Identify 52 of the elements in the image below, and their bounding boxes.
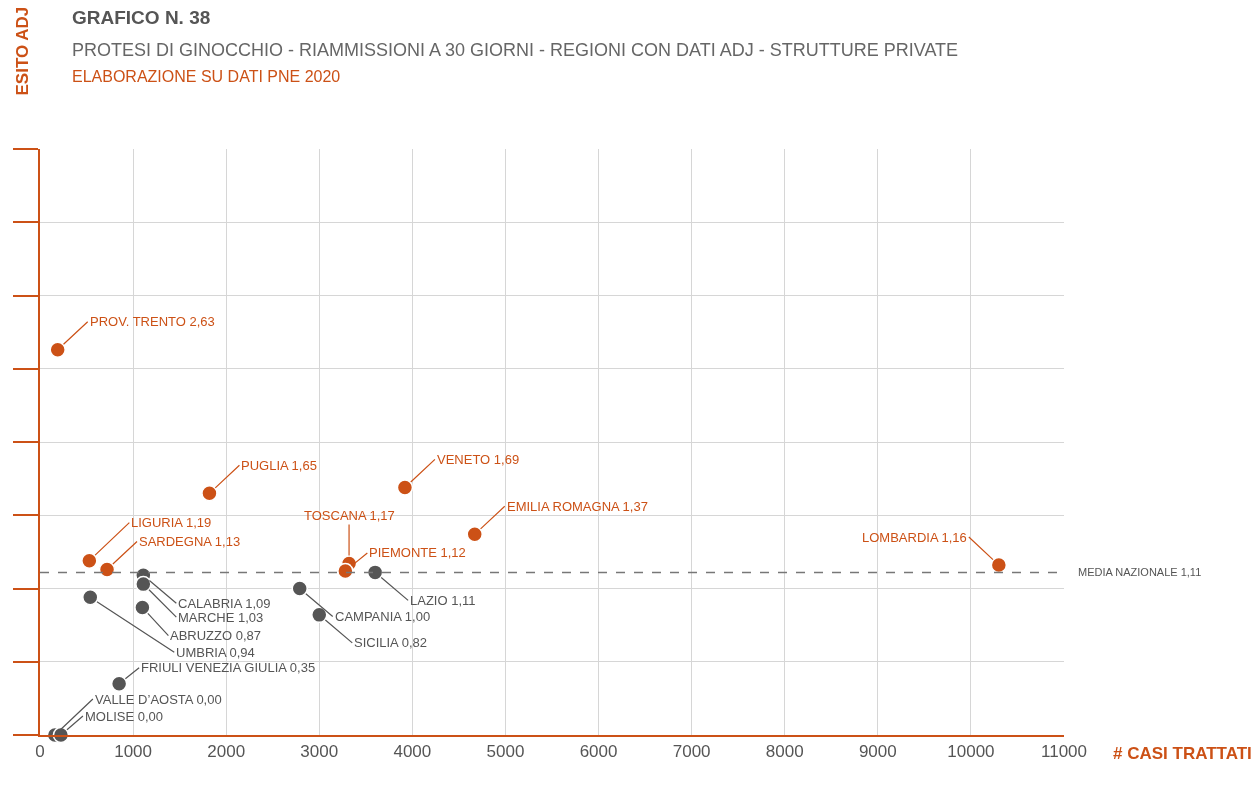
point: [311, 606, 328, 624]
data-label: LIGURIA 1,19: [131, 515, 212, 530]
data-label: LAZIO 1,11: [410, 593, 476, 608]
x-tick-label: 5000: [486, 742, 525, 762]
x-axis-title: # CASI TRATTATI: [1113, 744, 1252, 763]
data-label: UMBRIA 0,94: [176, 645, 255, 660]
x-tick-label: 8000: [765, 742, 804, 762]
data-label: MARCHE 1,03: [178, 610, 264, 625]
point: [49, 341, 66, 358]
point: [134, 599, 151, 616]
data-label: LOMBARDIA 1,16: [862, 530, 967, 545]
data-label: VENETO 1,69: [437, 452, 520, 467]
y-axis-title: ESITO ADJ: [12, 6, 32, 96]
point: [337, 562, 354, 580]
x-tick-label: 6000: [579, 742, 618, 762]
point: [82, 589, 99, 606]
data-label: FRIULI VENEZIA GIULIA 0,35: [141, 660, 316, 675]
point: [466, 526, 483, 543]
data-label: ABRUZZO 0,87: [170, 628, 262, 643]
point: [396, 479, 414, 496]
data-label: CAMPANIA 1,00: [335, 609, 431, 624]
data-label: SICILIA 0,82: [354, 635, 427, 650]
x-tick-label: 9000: [858, 742, 897, 762]
x-tick-label: 10000: [947, 742, 995, 762]
x-tick-label: 0: [35, 742, 45, 762]
data-label: PIEMONTE 1,12: [369, 545, 466, 560]
x-tick-label: 4000: [393, 742, 432, 762]
chart-subtitle: PROTESI DI GINOCCHIO - RIAMMISSIONI A 30 GIORNI - REGIONI CON DATI ADJ - STRUTTURE PRIVATE: [72, 40, 959, 60]
point: [135, 575, 152, 593]
point: [81, 552, 98, 569]
data-label: CALABRIA 1,09: [178, 596, 271, 611]
data-label: SARDEGNA 1,13: [139, 534, 241, 549]
chart-title: GRAFICO N. 38: [72, 7, 211, 28]
point: [110, 675, 128, 692]
point: [291, 580, 308, 597]
x-tick-label: 7000: [672, 742, 711, 762]
ref-line-label: MEDIA NAZIONALE 1,11: [1078, 566, 1202, 578]
point: [201, 485, 218, 502]
data-label: PUGLIA 1,65: [241, 458, 317, 473]
point: [366, 564, 384, 581]
x-tick-label: 1000: [114, 742, 152, 762]
data-label: MOLISE 0,00: [85, 709, 164, 724]
x-tick-label: 11000: [1040, 742, 1088, 762]
x-tick-label: 3000: [300, 742, 339, 762]
data-label: PROV. TRENTO 2,63: [90, 314, 215, 329]
text: ELABORAZIONE SU DATI PNE 2020: [72, 68, 341, 85]
data-label: EMILIA ROMAGNA 1,37: [507, 499, 648, 514]
point: [98, 561, 116, 578]
x-tick-label: 2000: [207, 742, 246, 762]
data-label: TOSCANA 1,17: [304, 508, 395, 523]
data-label: VALLE D’AOSTA 0,00: [95, 692, 222, 707]
point: [990, 556, 1008, 574]
